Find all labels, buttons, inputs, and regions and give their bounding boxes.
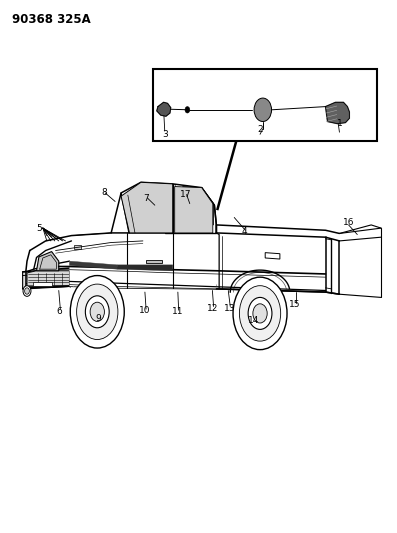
Circle shape bbox=[23, 286, 31, 296]
Text: 12: 12 bbox=[207, 304, 218, 312]
Polygon shape bbox=[326, 102, 349, 124]
Polygon shape bbox=[265, 253, 280, 259]
Text: 8: 8 bbox=[101, 189, 107, 197]
Polygon shape bbox=[157, 102, 171, 116]
Polygon shape bbox=[121, 182, 173, 233]
Polygon shape bbox=[23, 272, 26, 289]
Text: 3: 3 bbox=[162, 130, 168, 139]
Text: 15: 15 bbox=[289, 301, 300, 309]
Polygon shape bbox=[74, 245, 81, 249]
Circle shape bbox=[253, 304, 267, 323]
Text: 13: 13 bbox=[224, 304, 235, 312]
Polygon shape bbox=[175, 187, 213, 233]
Polygon shape bbox=[69, 261, 117, 269]
Text: 6: 6 bbox=[56, 308, 62, 316]
Text: 10: 10 bbox=[139, 306, 150, 314]
Text: 5: 5 bbox=[36, 224, 42, 232]
Text: 11: 11 bbox=[172, 308, 183, 316]
Text: 17: 17 bbox=[180, 190, 191, 199]
Circle shape bbox=[25, 288, 29, 294]
Text: 9: 9 bbox=[96, 314, 101, 323]
Text: 16: 16 bbox=[343, 219, 354, 227]
Circle shape bbox=[77, 284, 118, 340]
Circle shape bbox=[248, 297, 272, 329]
Circle shape bbox=[185, 107, 190, 113]
Circle shape bbox=[90, 302, 104, 321]
Text: 1: 1 bbox=[337, 119, 342, 128]
Polygon shape bbox=[117, 265, 173, 271]
Text: 14: 14 bbox=[248, 317, 259, 325]
Circle shape bbox=[254, 98, 272, 122]
Circle shape bbox=[85, 296, 109, 328]
Polygon shape bbox=[69, 261, 216, 289]
Text: 4: 4 bbox=[241, 228, 247, 236]
Polygon shape bbox=[27, 271, 69, 287]
Circle shape bbox=[239, 286, 281, 341]
Polygon shape bbox=[146, 260, 162, 263]
Bar bbox=[153, 69, 377, 141]
Polygon shape bbox=[33, 282, 52, 286]
Text: 7: 7 bbox=[143, 194, 149, 203]
Text: 2: 2 bbox=[257, 125, 263, 134]
Circle shape bbox=[233, 277, 287, 350]
Text: 90368 325A: 90368 325A bbox=[12, 13, 91, 26]
Circle shape bbox=[70, 276, 124, 348]
Polygon shape bbox=[37, 252, 59, 271]
